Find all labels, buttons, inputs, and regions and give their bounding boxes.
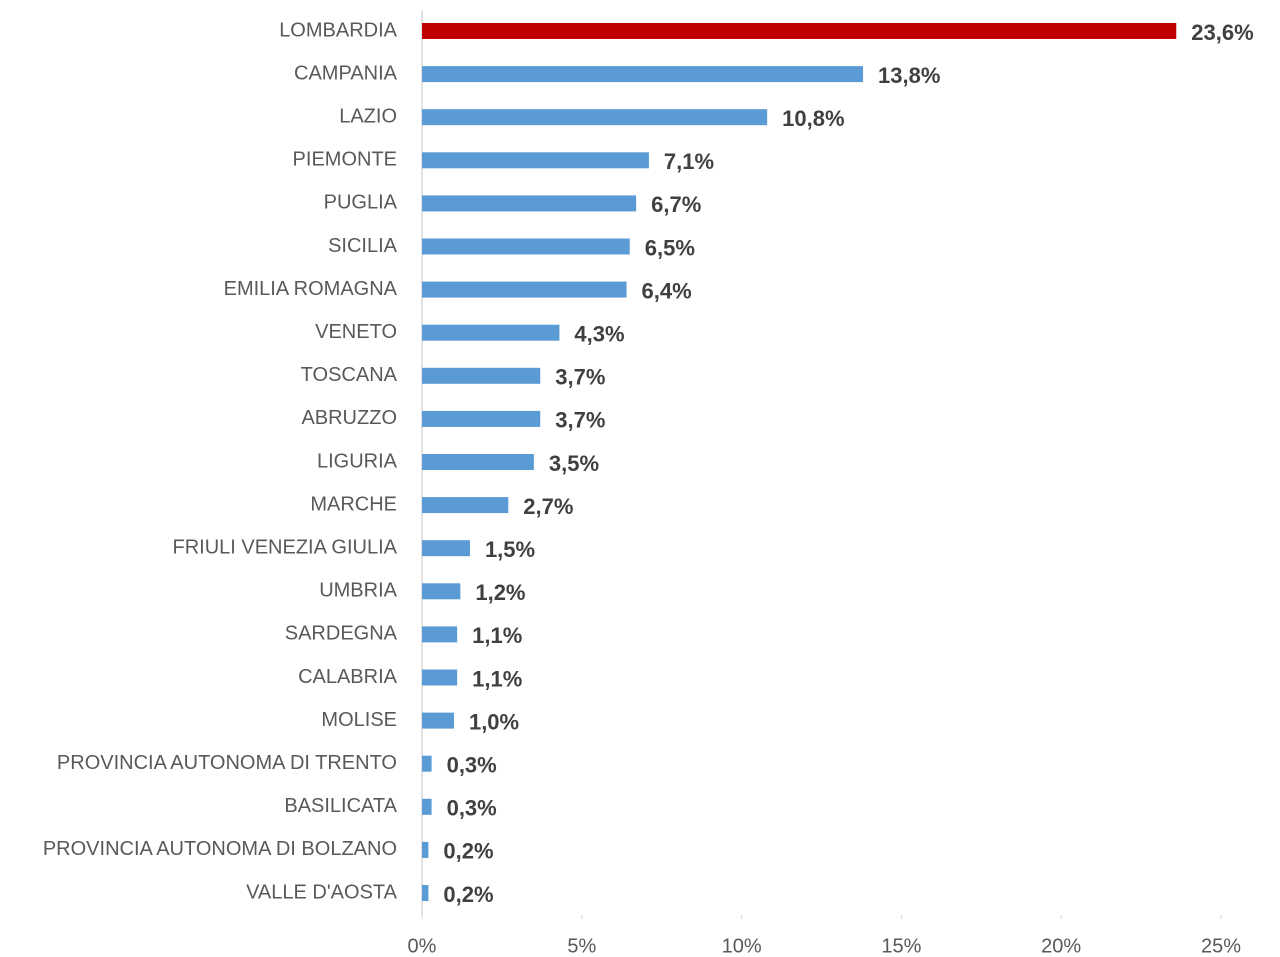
bar — [422, 195, 637, 212]
value-label: 3,5% — [549, 451, 599, 476]
value-label: 10,8% — [782, 106, 844, 131]
bar — [422, 798, 432, 815]
y-tick-label: ABRUZZO — [301, 407, 397, 429]
bar — [422, 841, 429, 858]
y-tick-label: PUGLIA — [324, 192, 398, 214]
value-label: 13,8% — [878, 63, 940, 88]
bar — [422, 885, 429, 901]
y-tick-label: LIGURIA — [317, 450, 398, 472]
bar — [422, 410, 541, 427]
bar — [422, 23, 1177, 39]
bar — [422, 626, 458, 643]
bar — [422, 540, 470, 557]
value-label: 0,2% — [443, 882, 493, 907]
x-tick-label: 0% — [408, 935, 437, 957]
y-tick-label: PROVINCIA AUTONOMA DI BOLZANO — [43, 838, 397, 860]
y-tick-label: VALLE D'AOSTA — [246, 881, 398, 903]
value-label: 1,1% — [472, 666, 522, 691]
y-tick-label: CALABRIA — [298, 666, 398, 688]
bar — [422, 367, 541, 384]
value-label: 7,1% — [664, 149, 714, 174]
value-label: 6,7% — [651, 192, 701, 217]
value-label: 4,3% — [574, 322, 624, 347]
y-tick-label: LAZIO — [339, 105, 397, 127]
value-label: 1,5% — [485, 537, 535, 562]
y-tick-label: SICILIA — [328, 235, 398, 257]
value-label: 3,7% — [555, 408, 605, 433]
x-tick-label: 15% — [881, 935, 921, 957]
y-tick-label: PROVINCIA AUTONOMA DI TRENTO — [57, 752, 397, 774]
y-tick-label: LOMBARDIA — [279, 19, 397, 41]
bar — [422, 152, 649, 169]
value-label: 0,3% — [447, 796, 497, 821]
y-tick-label: BASILICATA — [284, 795, 397, 817]
bar — [422, 238, 630, 255]
bar — [422, 755, 432, 772]
y-tick-label: VENETO — [315, 321, 397, 343]
y-tick-label: CAMPANIA — [294, 62, 398, 84]
bar — [422, 669, 458, 686]
value-label: 0,3% — [447, 753, 497, 778]
bar — [422, 66, 864, 83]
bar — [422, 583, 461, 600]
value-label: 23,6% — [1191, 20, 1253, 45]
bar — [422, 281, 627, 298]
value-label: 0,2% — [443, 839, 493, 864]
value-label: 1,1% — [472, 623, 522, 648]
y-tick-label: UMBRIA — [319, 580, 397, 602]
value-label: 6,5% — [645, 235, 695, 260]
y-tick-label: FRIULI VENEZIA GIULIA — [172, 536, 397, 558]
value-label: 1,2% — [475, 580, 525, 605]
x-tick-label: 20% — [1041, 935, 1081, 957]
value-label: 3,7% — [555, 365, 605, 390]
y-tick-label: TOSCANA — [301, 364, 398, 386]
value-label: 2,7% — [523, 494, 573, 519]
bar — [422, 454, 534, 470]
value-label: 6,4% — [642, 278, 692, 303]
y-tick-label: PIEMONTE — [293, 149, 397, 171]
bar — [422, 497, 509, 514]
y-tick-label: EMILIA ROMAGNA — [224, 278, 398, 300]
x-tick-label: 25% — [1201, 935, 1241, 957]
bar — [422, 324, 560, 341]
value-label: 1,0% — [469, 709, 519, 734]
bar — [422, 109, 768, 126]
y-tick-label: MARCHE — [310, 493, 397, 515]
x-tick-label: 10% — [722, 935, 762, 957]
y-tick-label: SARDEGNA — [285, 623, 398, 645]
x-tick-label: 5% — [567, 935, 596, 957]
bar — [422, 712, 454, 729]
y-tick-label: MOLISE — [321, 709, 397, 731]
